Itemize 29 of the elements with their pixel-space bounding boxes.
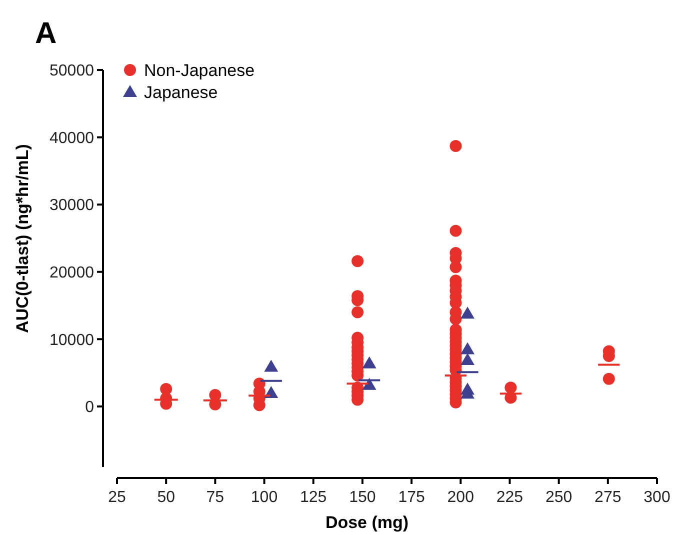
x-tick-label: 200 — [447, 489, 474, 506]
x-tick-label: 75 — [206, 489, 224, 506]
point — [362, 378, 376, 390]
x-tick-label: 275 — [594, 489, 622, 506]
x-tick-label: 125 — [300, 489, 327, 506]
point — [362, 356, 376, 368]
x-tick-label: 300 — [644, 489, 670, 506]
y-tick-label: 10000 — [50, 332, 94, 349]
x-tick-label: 225 — [496, 489, 524, 506]
y-axis-title: AUC(0-tlast) (ng*hr/mL) — [13, 144, 32, 333]
y-tick-label: 40000 — [50, 130, 94, 147]
legend-label: Japanese — [144, 82, 218, 102]
point — [460, 342, 475, 354]
x-tick-label: 150 — [349, 489, 376, 506]
point — [264, 360, 278, 372]
chart-title: A — [35, 17, 57, 50]
y-tick-label: 20000 — [50, 264, 94, 282]
x-tick-label: 25 — [108, 489, 126, 506]
x-tick-label: 100 — [250, 489, 278, 506]
y-tick-label: 50000 — [50, 62, 94, 80]
x-tick-label: 250 — [545, 489, 572, 506]
point — [460, 353, 475, 366]
legend-label: Non-Japanese — [144, 60, 255, 80]
y-tick-label: 30000 — [50, 197, 94, 214]
x-tick-label: 175 — [398, 489, 425, 506]
y-tick-label: 0 — [85, 399, 94, 416]
point — [460, 306, 475, 319]
x-axis-title: Dose (mg) — [325, 513, 409, 532]
x-tick-label: 50 — [157, 489, 176, 506]
